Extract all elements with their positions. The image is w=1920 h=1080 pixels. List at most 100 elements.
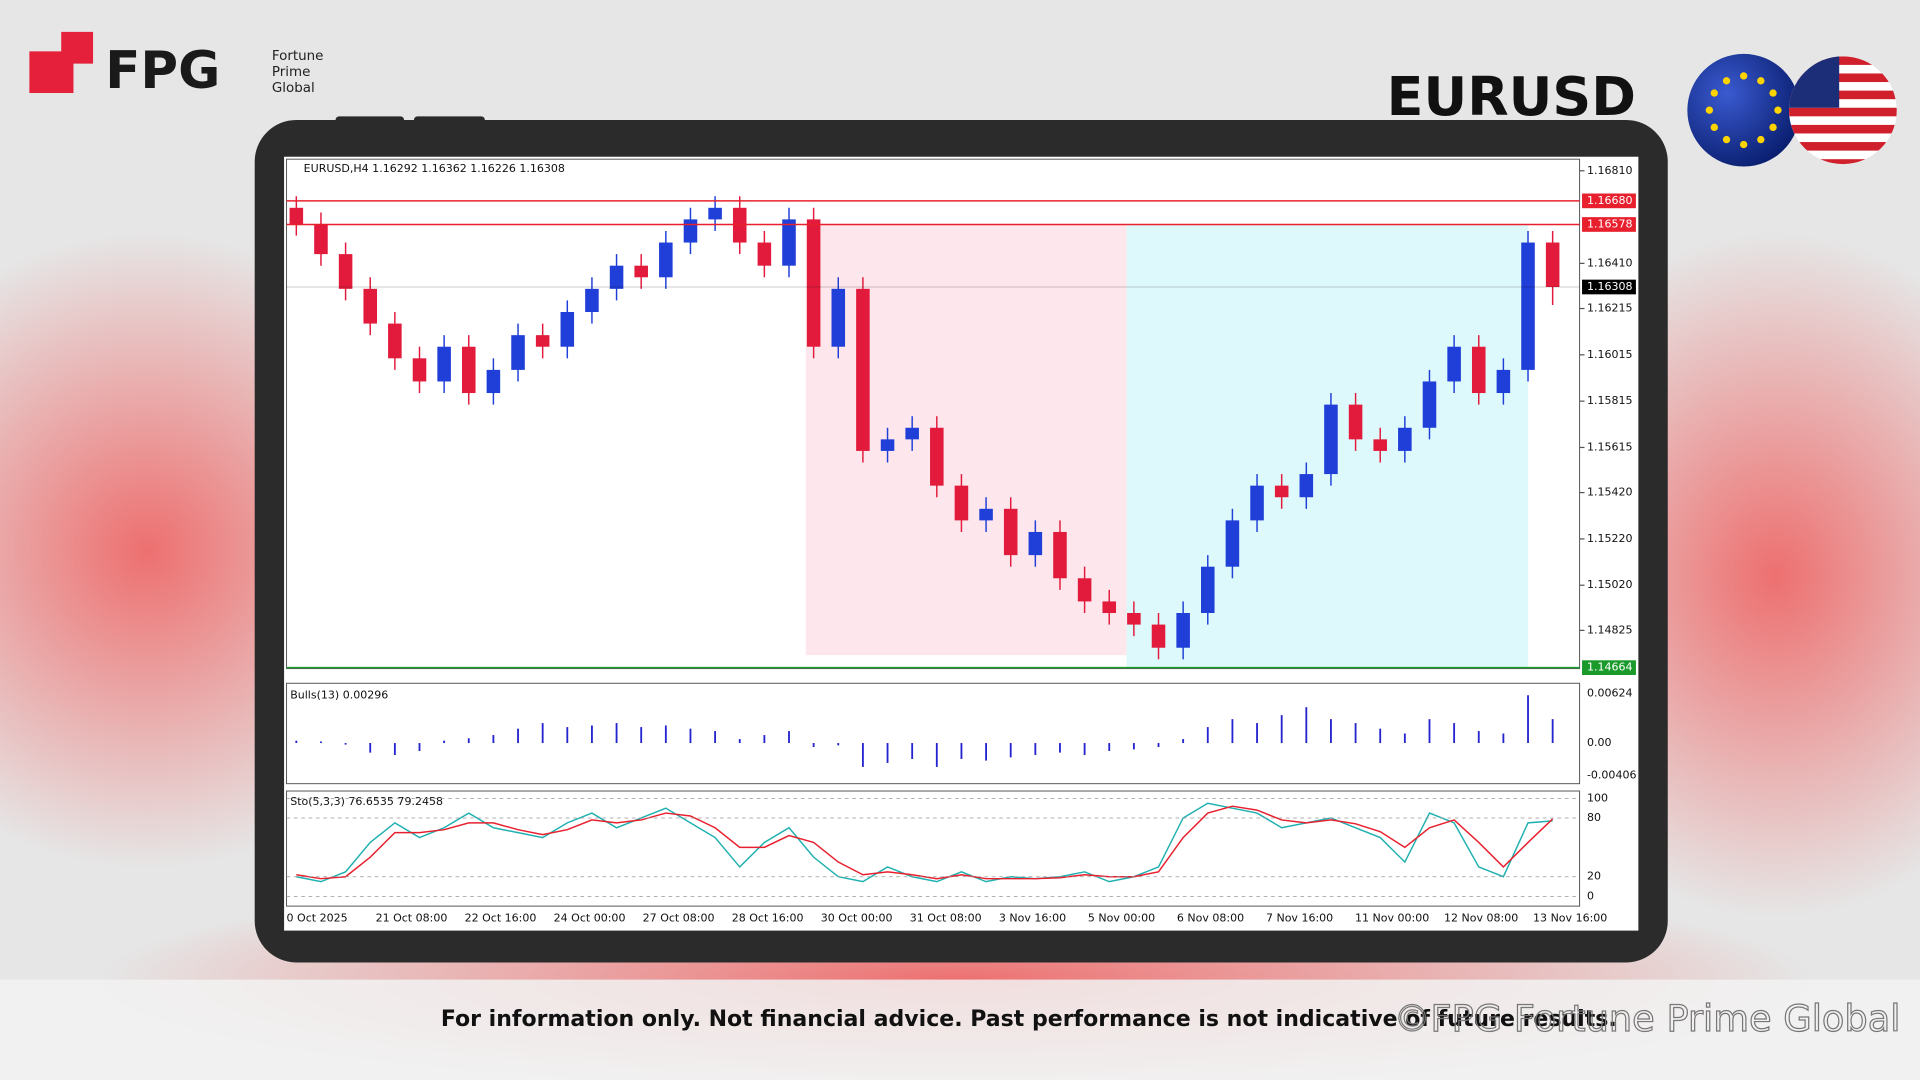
candle-body <box>1077 578 1092 602</box>
eu-stars <box>1705 72 1782 149</box>
candle-body <box>1250 485 1264 521</box>
candle-body <box>1201 566 1215 614</box>
candle-body <box>979 508 993 521</box>
candle-body <box>1102 601 1117 614</box>
level-box <box>1582 193 1636 209</box>
candle-body <box>1127 613 1141 625</box>
candle-body <box>1521 242 1535 370</box>
candle-body <box>930 427 944 486</box>
x-tick-label: 7 Nov 16:00 <box>1266 911 1333 924</box>
stoch-tick-label: 100 <box>1587 791 1608 804</box>
x-tick-label: 11 Nov 00:00 <box>1355 911 1429 924</box>
y-tick-label: 1.15220 <box>1587 532 1633 545</box>
chart-title: EURUSD,H4 1.16292 1.16362 1.16226 1.1630… <box>304 162 565 175</box>
candle-body <box>1398 427 1412 451</box>
logo-line: Global <box>272 81 315 96</box>
y-tick-label: 1.15420 <box>1587 486 1633 499</box>
y-tick-label: 1.16410 <box>1587 256 1633 269</box>
bulls-label: Bulls(13) 0.00296 <box>290 689 388 702</box>
candle-body <box>782 219 796 266</box>
candle-body <box>338 254 353 289</box>
candle-body <box>1274 485 1289 498</box>
x-tick-label: 5 Nov 00:00 <box>1088 911 1155 924</box>
stoch-label: Sto(5,3,3) 76.6535 79.2458 <box>290 795 443 808</box>
logo-line: Fortune <box>272 49 324 64</box>
y-tick-label: 1.16215 <box>1587 302 1633 315</box>
candle-body <box>831 288 846 347</box>
level-label: 1.16308 <box>1587 280 1633 293</box>
x-tick-label: 0 Oct 2025 <box>287 911 348 924</box>
y-tick-label: 1.15815 <box>1587 394 1633 407</box>
candle-body <box>1373 439 1387 451</box>
disclaimer: For information only. Not financial advi… <box>441 1007 1617 1032</box>
watermark: ©FPG Fortune Prime Global <box>1394 997 1901 1040</box>
candle-body <box>511 335 525 370</box>
footer-band <box>0 979 1920 1080</box>
level-label: 1.16578 <box>1587 217 1633 230</box>
candle-body <box>1471 346 1486 394</box>
x-tick-label: 13 Nov 16:00 <box>1533 911 1607 924</box>
candle-body <box>1151 624 1166 648</box>
candle-body <box>412 358 427 382</box>
candle-body <box>1225 520 1240 567</box>
candle-body <box>634 265 648 278</box>
candle-body <box>905 427 919 440</box>
candle-body <box>560 312 575 347</box>
candle-body <box>609 265 624 289</box>
x-tick-label: 30 Oct 00:00 <box>821 911 893 924</box>
candle-body <box>1422 381 1437 428</box>
x-tick-label: 28 Oct 16:00 <box>732 911 804 924</box>
stoch-tick-label: 20 <box>1587 870 1601 883</box>
x-tick-label: 31 Oct 08:00 <box>910 911 982 924</box>
stoch-tick-label: 0 <box>1587 889 1594 902</box>
candle-body <box>388 323 402 359</box>
candle-body <box>1299 474 1314 498</box>
stoch-pane <box>286 790 1581 907</box>
x-tick-label: 12 Nov 08:00 <box>1444 911 1518 924</box>
bulls-tick-label: 0.00624 <box>1587 686 1633 699</box>
candle-body <box>1545 242 1560 287</box>
symbol: EURUSD <box>1387 65 1636 128</box>
logo-mark <box>29 31 94 94</box>
x-tick-label: 6 Nov 08:00 <box>1177 911 1244 924</box>
candle-body <box>363 288 378 324</box>
candle-body <box>856 288 870 451</box>
plot <box>289 196 1560 883</box>
candle-body <box>1176 613 1190 648</box>
x-tick-label: 27 Oct 08:00 <box>643 911 715 924</box>
candle-body <box>880 439 895 451</box>
x-tick-label: 3 Nov 16:00 <box>999 911 1066 924</box>
y-tick-label: 1.15020 <box>1587 578 1633 591</box>
candle-body <box>1447 346 1461 382</box>
candle-body <box>1003 508 1018 556</box>
candle-body <box>461 346 476 394</box>
candle-body <box>954 485 969 521</box>
candle-body <box>1053 531 1067 579</box>
x-tick-label: 21 Oct 08:00 <box>376 911 448 924</box>
candle-body <box>757 242 772 266</box>
bulls-tick-label: -0.00406 <box>1587 768 1637 781</box>
level-box <box>1582 217 1636 232</box>
candle-body <box>806 219 821 347</box>
candle-body <box>585 288 599 312</box>
y-tick-label: 1.16810 <box>1587 164 1633 177</box>
candle-body <box>708 207 722 220</box>
bulls-tick-label: 0.00 <box>1587 736 1612 749</box>
eu-flag <box>1687 53 1800 167</box>
x-tick-label: 24 Oct 00:00 <box>554 911 626 924</box>
level-label: 1.14664 <box>1587 661 1633 674</box>
level-box <box>1582 660 1636 675</box>
candle-body <box>1348 404 1363 440</box>
candle-body <box>437 346 451 382</box>
stoch-tick-label: 80 <box>1587 811 1601 824</box>
stoch-line <box>296 805 1554 880</box>
candle-body <box>1496 369 1511 394</box>
main-pane <box>286 158 1581 670</box>
candle-body <box>659 242 673 278</box>
candle-body <box>314 224 328 255</box>
bulls-pane <box>286 682 1581 785</box>
candle-body <box>1028 531 1043 556</box>
logo-line: Prime <box>272 65 311 80</box>
